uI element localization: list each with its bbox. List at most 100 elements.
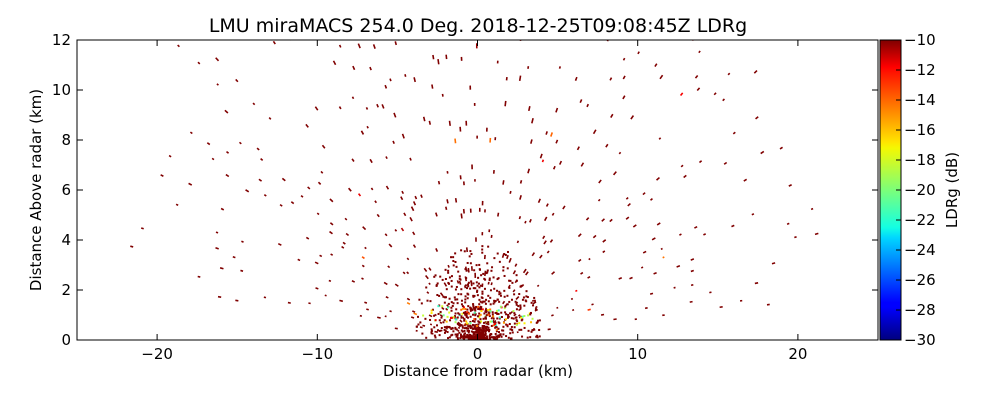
radar-gate — [534, 308, 537, 311]
radar-gate — [519, 304, 522, 307]
radar-gate — [521, 315, 524, 318]
radar-gate — [575, 289, 578, 293]
radar-gate — [456, 337, 459, 340]
radar-gate — [503, 289, 506, 292]
radar-gate — [457, 326, 461, 329]
radar-gate — [479, 318, 482, 321]
radar-gate — [352, 65, 356, 71]
radar-gate — [788, 184, 792, 187]
radar-gate — [475, 324, 478, 327]
radar-gate — [676, 265, 681, 268]
radar-gate — [487, 338, 490, 340]
radar-gate — [307, 186, 311, 190]
radar-gate — [425, 286, 428, 289]
radar-gate — [461, 312, 464, 315]
radar-gate — [466, 311, 469, 314]
radar-gate — [458, 275, 461, 278]
radar-gate — [487, 308, 490, 311]
radar-gate — [470, 280, 473, 283]
radar-gate — [530, 330, 533, 333]
radar-gate — [473, 320, 476, 323]
radar-gate — [441, 305, 444, 308]
radar-gate — [472, 287, 475, 290]
radar-gate — [438, 294, 441, 297]
radar-gate — [471, 336, 474, 339]
radar-gate — [483, 287, 486, 290]
radar-gate — [433, 326, 436, 329]
radar-gate — [470, 330, 473, 333]
radar-gate — [786, 222, 790, 225]
radar-gate — [445, 288, 448, 291]
radar-gate — [447, 271, 450, 274]
radar-gate — [535, 335, 538, 338]
radar-gate — [609, 218, 613, 223]
radar-gate — [506, 324, 509, 327]
radar-gate — [497, 309, 500, 312]
radar-gate — [551, 271, 556, 275]
radar-gate — [460, 316, 463, 319]
radar-gate — [530, 321, 533, 324]
radar-gate — [474, 335, 477, 338]
colorbar-tick-label: −10 — [904, 31, 936, 49]
radar-gate — [300, 194, 304, 198]
radar-gate — [445, 307, 449, 311]
radar-gate — [558, 160, 563, 165]
radar-gate — [472, 338, 475, 340]
radar-gate — [625, 216, 630, 220]
radar-gate — [484, 331, 487, 334]
radar-gate — [469, 334, 472, 337]
radar-gate — [385, 156, 388, 160]
radar-gate — [794, 236, 797, 239]
radar-gate — [713, 92, 717, 96]
radar-gate — [484, 325, 487, 328]
radar-gate — [481, 292, 484, 295]
radar-gate — [518, 75, 522, 81]
radar-gate — [321, 144, 326, 149]
colorbar-tick-label: −20 — [904, 181, 936, 199]
radar-gate — [497, 212, 500, 217]
radar-gate — [463, 327, 466, 330]
radar-gate — [472, 333, 475, 336]
radar-gate — [513, 322, 516, 325]
radar-gate — [467, 335, 470, 338]
radar-gate — [484, 327, 487, 330]
radar-gate — [393, 112, 397, 118]
radar-gate — [464, 295, 467, 298]
radar-gate — [512, 310, 515, 313]
radar-gate — [515, 319, 518, 322]
radar-gate — [472, 304, 475, 307]
radar-gate — [525, 295, 528, 298]
radar-gate — [506, 316, 509, 319]
radar-gate — [447, 269, 450, 272]
radar-gate — [465, 269, 468, 272]
radar-gate — [272, 40, 276, 45]
radar-gate — [496, 278, 499, 281]
radar-gate — [518, 215, 522, 220]
radar-gate — [650, 198, 653, 201]
radar-gate — [472, 332, 475, 335]
radar-gate — [480, 310, 483, 313]
radar-gate — [442, 295, 445, 298]
radar-gate — [529, 311, 532, 314]
radar-gate — [460, 303, 463, 306]
radar-gate — [466, 329, 469, 332]
radar-gate — [600, 313, 605, 316]
radar-gate — [370, 187, 374, 191]
radar-gate — [485, 298, 488, 301]
radar-gate — [419, 321, 422, 324]
radar-gate — [588, 257, 591, 261]
radar-gate — [224, 109, 229, 114]
radar-gate — [511, 329, 514, 332]
radar-gate — [587, 308, 591, 311]
radar-gate — [504, 318, 507, 321]
radar-gate — [437, 59, 440, 65]
radar-gate — [529, 336, 532, 339]
radar-gate — [425, 336, 428, 339]
radar-gate — [506, 303, 509, 306]
radar-gate — [478, 316, 481, 319]
radar-gate — [450, 301, 453, 304]
y-tick-label: 0 — [61, 331, 71, 349]
radar-gate — [464, 332, 467, 335]
radar-gate — [475, 334, 478, 337]
radar-gate — [630, 115, 635, 120]
